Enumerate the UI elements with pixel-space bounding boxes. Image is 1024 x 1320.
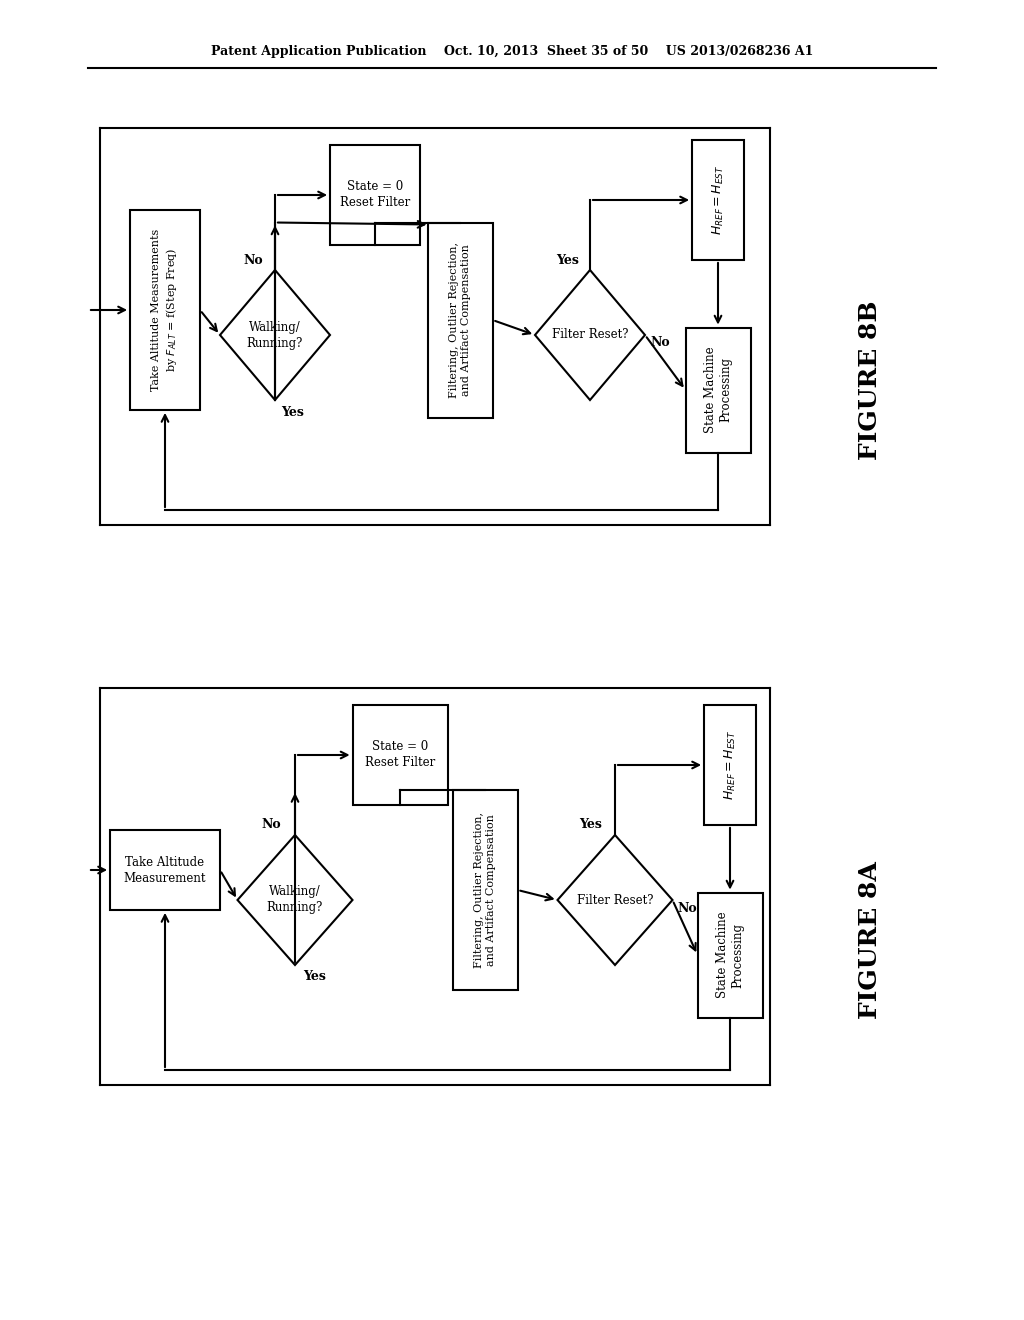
Text: No: No [261,818,281,832]
Text: Take Altitude Measurements
by $F_{ALT}$ = f(Step Freq): Take Altitude Measurements by $F_{ALT}$ … [151,228,179,391]
Text: Yes: Yes [282,405,304,418]
Text: Filter Reset?: Filter Reset? [552,329,629,342]
Bar [330,145,420,246]
Bar [110,830,220,909]
Bar [453,789,517,990]
Text: Yes: Yes [303,970,327,983]
Text: FIGURE 8B: FIGURE 8B [858,300,882,459]
Text: Filter Reset?: Filter Reset? [577,894,653,907]
Text: No: No [243,253,263,267]
Polygon shape [535,271,645,400]
Text: No: No [678,902,697,915]
Bar [697,892,763,1018]
Bar [692,140,744,260]
Text: Yes: Yes [557,253,580,267]
Text: Filtering, Outlier Rejection,
and Artifact Compensation: Filtering, Outlier Rejection, and Artifa… [474,812,497,968]
Text: State = 0
Reset Filter: State = 0 Reset Filter [340,181,411,210]
Text: Walking/
Running?: Walking/ Running? [267,886,324,915]
Text: No: No [650,337,670,350]
Text: $H_{REF} = H_{EST}$: $H_{REF} = H_{EST}$ [711,165,726,235]
Text: Patent Application Publication    Oct. 10, 2013  Sheet 35 of 50    US 2013/02682: Patent Application Publication Oct. 10, … [211,45,813,58]
Bar [685,327,751,453]
Bar [705,705,756,825]
Polygon shape [557,836,673,965]
Text: Filtering, Outlier Rejection,
and Artifact Compensation: Filtering, Outlier Rejection, and Artifa… [449,242,471,399]
Polygon shape [220,271,330,400]
Bar [427,223,493,417]
Polygon shape [238,836,352,965]
Text: Yes: Yes [580,818,602,832]
Bar [130,210,200,411]
Text: State Machine
Processing: State Machine Processing [716,912,744,998]
Bar [352,705,447,805]
Text: Take Altitude
Measurement: Take Altitude Measurement [124,855,206,884]
Text: State Machine
Processing: State Machine Processing [703,347,732,433]
Text: FIGURE 8A: FIGURE 8A [858,861,882,1019]
Text: Walking/
Running?: Walking/ Running? [247,321,303,350]
Text: $H_{REF} = H_{EST}$: $H_{REF} = H_{EST}$ [723,730,737,800]
Text: State = 0
Reset Filter: State = 0 Reset Filter [365,741,435,770]
